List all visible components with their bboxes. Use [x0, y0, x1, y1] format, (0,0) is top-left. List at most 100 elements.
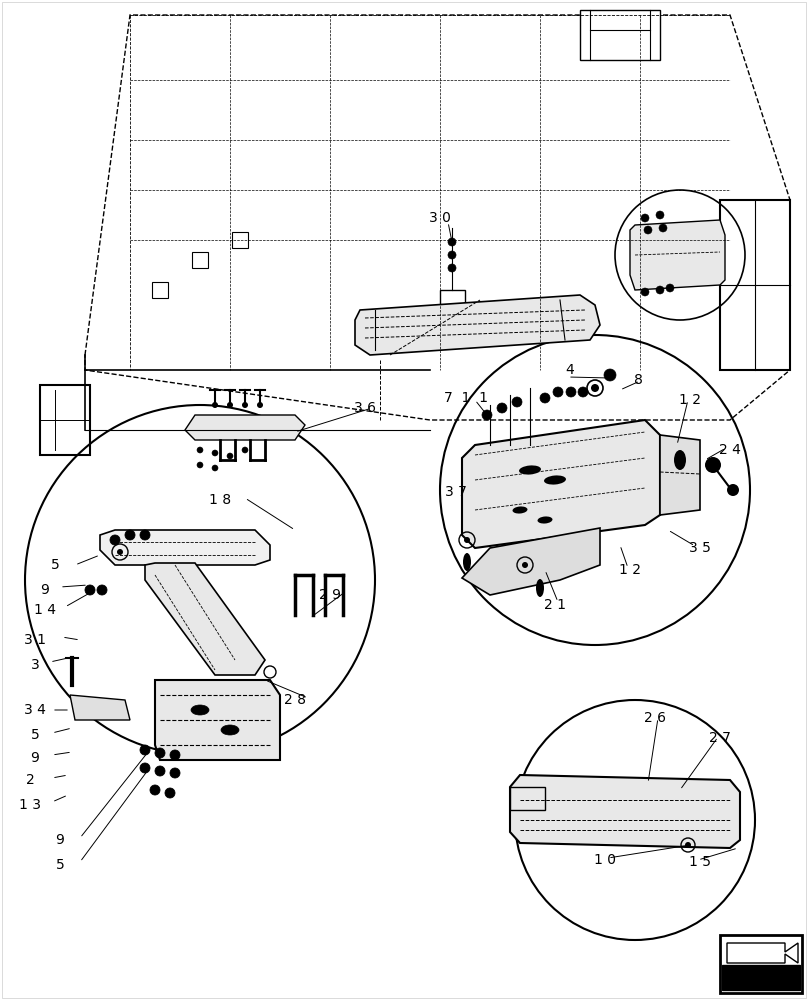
Circle shape [656, 211, 664, 219]
Circle shape [448, 238, 456, 246]
Ellipse shape [674, 450, 686, 470]
Circle shape [197, 462, 203, 468]
Circle shape [685, 842, 691, 848]
Text: 3 1: 3 1 [24, 633, 46, 647]
Text: 3 4: 3 4 [24, 703, 46, 717]
Circle shape [644, 226, 652, 234]
Ellipse shape [544, 475, 566, 485]
Polygon shape [40, 385, 90, 455]
Polygon shape [462, 420, 660, 548]
Text: 1 2: 1 2 [679, 393, 701, 407]
Circle shape [155, 766, 165, 776]
Circle shape [641, 288, 649, 296]
Circle shape [242, 447, 248, 453]
Circle shape [604, 369, 616, 381]
Circle shape [110, 535, 120, 545]
Polygon shape [630, 220, 725, 290]
Polygon shape [185, 415, 305, 440]
Text: 3 0: 3 0 [429, 211, 451, 225]
Circle shape [641, 214, 649, 222]
Circle shape [165, 788, 175, 798]
Text: 5: 5 [56, 858, 65, 872]
Text: 3: 3 [31, 658, 40, 672]
Circle shape [150, 785, 160, 795]
Ellipse shape [191, 705, 209, 715]
Text: 1 0: 1 0 [594, 853, 616, 867]
Ellipse shape [463, 553, 471, 571]
Circle shape [464, 537, 470, 543]
Text: 1 3: 1 3 [19, 798, 41, 812]
Circle shape [242, 402, 248, 408]
Text: 9: 9 [56, 833, 65, 847]
Circle shape [553, 387, 563, 397]
Polygon shape [727, 943, 798, 963]
Text: 2 4: 2 4 [719, 443, 741, 457]
Text: 8: 8 [633, 373, 642, 387]
Circle shape [140, 763, 150, 773]
Circle shape [659, 224, 667, 232]
Circle shape [448, 264, 456, 272]
Text: 9: 9 [31, 751, 40, 765]
Circle shape [227, 402, 233, 408]
Polygon shape [155, 680, 280, 760]
Circle shape [140, 745, 150, 755]
Circle shape [578, 387, 588, 397]
Circle shape [125, 530, 135, 540]
Text: 5: 5 [31, 728, 40, 742]
Circle shape [705, 457, 721, 473]
Circle shape [155, 748, 165, 758]
Polygon shape [720, 200, 790, 370]
Circle shape [448, 251, 456, 259]
Ellipse shape [512, 506, 528, 514]
Text: 2: 2 [26, 773, 35, 787]
Circle shape [591, 384, 599, 392]
Circle shape [197, 447, 203, 453]
Circle shape [170, 750, 180, 760]
Circle shape [540, 393, 550, 403]
Ellipse shape [221, 725, 239, 735]
Circle shape [212, 450, 218, 456]
Text: 2 9: 2 9 [319, 588, 341, 602]
Text: 2 1: 2 1 [544, 598, 566, 612]
Bar [722, 965, 800, 990]
Polygon shape [510, 775, 740, 848]
Text: 2 8: 2 8 [284, 693, 306, 707]
Bar [192, 252, 208, 268]
Circle shape [212, 402, 218, 408]
Bar [720, 935, 802, 993]
Circle shape [212, 465, 218, 471]
Polygon shape [145, 563, 265, 675]
Polygon shape [440, 290, 465, 310]
Text: 1 5: 1 5 [689, 855, 711, 869]
Circle shape [227, 453, 233, 459]
Ellipse shape [536, 579, 544, 597]
Circle shape [512, 397, 522, 407]
Bar [152, 282, 168, 298]
Polygon shape [100, 530, 270, 565]
Text: 7  1  1: 7 1 1 [444, 391, 488, 405]
Polygon shape [70, 695, 130, 720]
Text: 3 6: 3 6 [354, 401, 376, 415]
Text: 1 4: 1 4 [34, 603, 56, 617]
Polygon shape [355, 295, 600, 355]
Bar [232, 232, 248, 248]
Ellipse shape [519, 465, 541, 475]
Text: 2 7: 2 7 [709, 731, 731, 745]
Circle shape [566, 387, 576, 397]
Polygon shape [660, 435, 700, 515]
Circle shape [170, 768, 180, 778]
Ellipse shape [537, 516, 553, 524]
Circle shape [140, 530, 150, 540]
Circle shape [666, 284, 674, 292]
Circle shape [97, 585, 107, 595]
Text: 3 5: 3 5 [689, 541, 711, 555]
Text: 1 2: 1 2 [619, 563, 641, 577]
Circle shape [117, 549, 123, 555]
Polygon shape [510, 787, 545, 810]
Circle shape [522, 562, 528, 568]
Circle shape [656, 286, 664, 294]
Text: 9: 9 [40, 583, 49, 597]
Text: 4: 4 [566, 363, 574, 377]
Circle shape [727, 484, 739, 496]
Polygon shape [462, 528, 600, 595]
